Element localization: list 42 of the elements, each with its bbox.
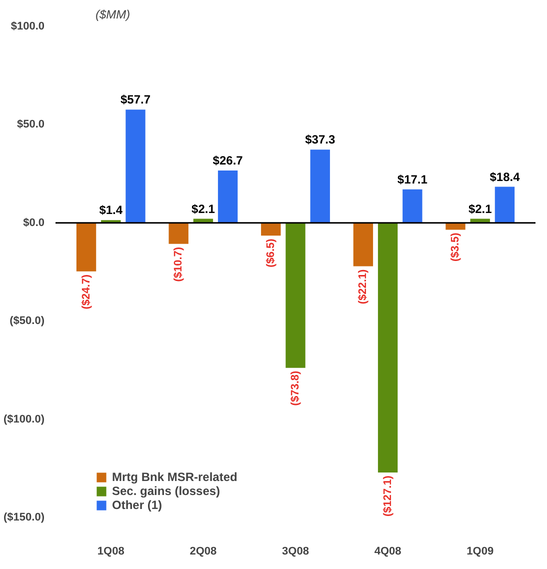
bar (310, 150, 330, 223)
bar (76, 222, 96, 272)
data-label: $18.4 (490, 170, 520, 184)
y-tick-label: $50.0 (16, 118, 45, 131)
data-label: ($3.5) (450, 232, 462, 262)
legend-label: Sec. gains (losses) (112, 484, 220, 498)
x-tick-label: 1Q09 (466, 546, 494, 558)
bar (402, 189, 422, 223)
bar (286, 222, 306, 368)
y-axis-title: ($MM) (96, 8, 130, 22)
y-tick-label: ($150.0) (4, 512, 45, 524)
x-tick-label: 4Q08 (374, 546, 402, 558)
y-tick-label: ($100.0) (4, 413, 45, 426)
data-label: $57.7 (120, 92, 151, 107)
data-label: $2.1 (468, 202, 492, 216)
y-tick-label: $100.0 (10, 20, 45, 32)
bar (218, 170, 238, 223)
data-label: $1.4 (99, 203, 123, 218)
bar (353, 222, 374, 266)
legend-label: Mrtg Bnk MSR-related (112, 470, 238, 484)
bar (126, 110, 146, 223)
data-label: $17.1 (397, 172, 428, 186)
y-tick-label: ($50.0) (10, 315, 45, 328)
data-label: $37.3 (305, 132, 336, 147)
x-tick-label: 2Q08 (190, 546, 217, 558)
y-tick-label: $0.0 (23, 216, 45, 229)
data-label: ($6.5) (264, 238, 277, 268)
data-label: ($22.1) (357, 268, 370, 304)
data-label: $26.7 (212, 153, 244, 168)
bar (446, 222, 466, 230)
bar (378, 222, 398, 473)
bar (261, 222, 281, 236)
data-label: ($127.1) (382, 475, 394, 516)
data-label: ($10.7) (172, 246, 185, 282)
data-label: $2.1 (192, 202, 216, 216)
bar (168, 222, 188, 244)
x-tick-label: 3Q08 (282, 546, 309, 558)
legend-label: Other (1) (112, 498, 162, 512)
bar (494, 186, 515, 223)
data-label: ($24.7) (80, 274, 92, 310)
x-tick-label: 1Q08 (97, 546, 124, 558)
data-label: ($73.8) (290, 370, 302, 406)
